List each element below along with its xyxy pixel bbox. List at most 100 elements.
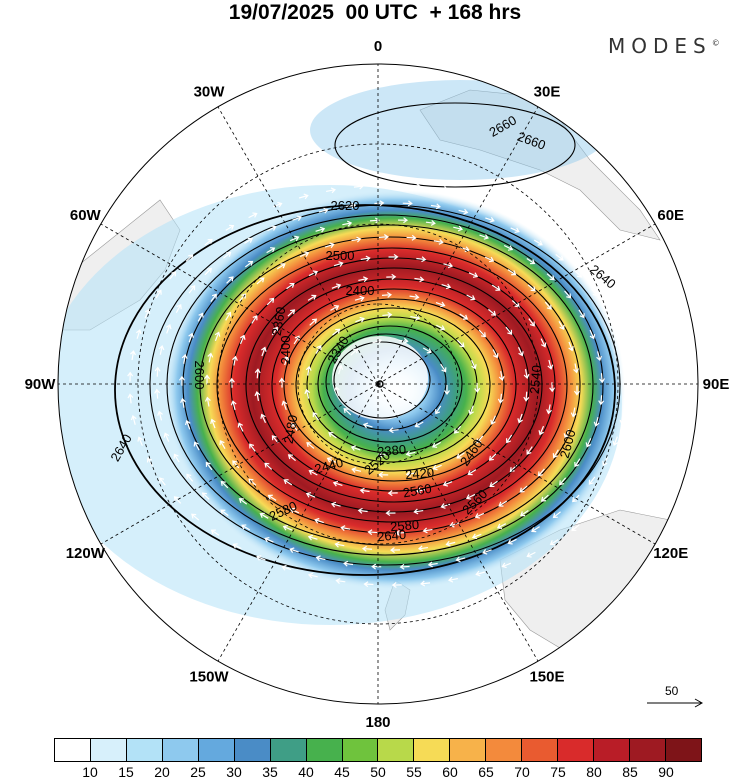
wind-vector-arrow <box>351 467 362 473</box>
wind-vector-arrow <box>326 457 336 463</box>
wind-vector-arrow <box>230 400 237 411</box>
wind-vector-arrow <box>271 435 279 444</box>
wind-vector-arrow <box>154 366 161 377</box>
wind-vector-arrow <box>382 181 393 188</box>
longitude-label: 30E <box>534 83 561 100</box>
wind-vector-arrow <box>343 560 354 567</box>
wind-vector-arrow <box>360 255 371 262</box>
wind-vector-arrow <box>359 487 370 494</box>
wind-vector-arrow <box>287 454 296 462</box>
wind-vector-arrow <box>210 293 217 302</box>
wind-vector-arrow <box>479 234 489 240</box>
wind-vector-arrow <box>549 539 559 546</box>
wind-vector-arrow <box>503 244 514 251</box>
wind-vector-arrow <box>398 217 409 224</box>
wind-vector-arrow <box>307 534 318 541</box>
wind-vector-arrow <box>333 261 344 267</box>
wind-vector-arrow <box>417 545 428 552</box>
colorbar-tick-label: 80 <box>586 764 602 780</box>
contour-label: 2560 <box>402 481 433 501</box>
wind-vector-arrow <box>326 187 336 194</box>
wind-vector-arrow <box>441 283 452 290</box>
wind-vector-arrow <box>185 254 194 262</box>
wind-vector-arrow <box>568 341 574 352</box>
wind-vector-arrow <box>278 377 285 388</box>
wind-vector-arrow <box>155 289 162 299</box>
wind-vector-arrow <box>546 273 555 281</box>
wind-vector-arrow <box>307 294 317 301</box>
wind-vector-arrow <box>590 508 599 516</box>
contour-label: 2500 <box>326 248 355 263</box>
contour-label: 2380 <box>377 442 407 459</box>
colorbar-swatch <box>342 739 379 761</box>
map-border <box>57 63 699 705</box>
wind-vector-arrow <box>266 297 275 306</box>
wind-vector-arrow <box>165 324 172 334</box>
wind-vector-arrow <box>422 347 432 354</box>
wind-vector-arrow <box>232 355 238 366</box>
wind-vector-arrow <box>507 269 517 276</box>
wind-vector-arrow <box>507 538 517 545</box>
wind-vector-arrow <box>346 202 357 209</box>
longitude-labels: 0 30E 60E 90E 120E 150E 180 150W 120W 90W 60W 30W <box>25 38 730 731</box>
wind-vector-arrow <box>282 525 293 531</box>
wind-vector-arrow <box>249 443 256 452</box>
colorbar-swatch <box>665 739 701 761</box>
wind-vector-arrow <box>458 208 469 215</box>
meridian-line <box>217 106 379 385</box>
contour-2640 <box>114 204 616 576</box>
wind-vector-arrow <box>289 507 300 514</box>
wind-vector-arrow <box>226 276 234 284</box>
wind-vector-arrow <box>574 270 583 278</box>
wind-vector-arrow <box>238 498 248 505</box>
colorbar-tick-label: 85 <box>622 764 638 780</box>
wind-vector-arrow <box>414 421 424 428</box>
longitude-label: 60E <box>657 207 684 224</box>
contour-2560 <box>199 236 581 534</box>
wind-vector-arrow <box>547 359 554 370</box>
wind-vector-arrow <box>466 294 476 301</box>
colorbar-tick-label: 55 <box>406 764 422 780</box>
wind-vector-arrow <box>193 441 200 451</box>
wind-vector-arrow <box>350 445 361 451</box>
contour-label: 2400 <box>278 336 293 365</box>
contour-2600 <box>166 214 604 556</box>
wind-vector-arrow <box>402 200 413 207</box>
wind-vector-arrow <box>555 253 564 261</box>
wind-vector-arrow <box>526 257 536 265</box>
wind-vector-arrow <box>186 473 194 482</box>
wind-vector-arrow <box>510 227 520 234</box>
meridian-line <box>377 223 656 385</box>
meridian-line <box>377 383 539 662</box>
wind-vector-arrow <box>181 353 188 364</box>
vector-scale-arrow <box>647 698 704 708</box>
wind-vector-arrow <box>378 471 389 478</box>
meridians <box>58 64 698 704</box>
wind-vector-arrow <box>533 239 543 246</box>
wind-vector-arrow <box>173 453 180 463</box>
wind-vector-arrow <box>286 282 295 290</box>
longitude-label: 120W <box>66 545 106 562</box>
wind-vector-arrow <box>127 393 134 404</box>
wind-vector-arrow <box>647 345 654 355</box>
wind-vector-arrow <box>308 270 319 277</box>
wind-vector-arrow <box>492 349 499 359</box>
wind-vector-arrow <box>538 425 545 436</box>
latitude-circle-2 <box>217 223 539 545</box>
colorbar-tick-label: 20 <box>154 764 170 780</box>
longitude-label: 150W <box>189 669 229 686</box>
wind-vector-arrow <box>169 271 177 280</box>
wind-vector-arrow <box>395 529 406 536</box>
wind-vector-arrow <box>527 284 536 292</box>
contour-2660-north <box>334 102 576 188</box>
wind-vector-arrow <box>367 529 378 536</box>
wind-vector-arrow <box>492 199 503 206</box>
wind-vector-arrow <box>484 256 495 263</box>
wind-vector-arrow <box>184 419 191 430</box>
wind-vector-arrow <box>305 492 316 498</box>
wind-vector-arrow <box>641 324 647 334</box>
wind-vector-arrow <box>602 266 611 274</box>
wind-vector-arrow <box>585 438 592 448</box>
wind-vector-arrow <box>308 469 318 476</box>
vector-scale-label: 50 <box>665 684 679 698</box>
